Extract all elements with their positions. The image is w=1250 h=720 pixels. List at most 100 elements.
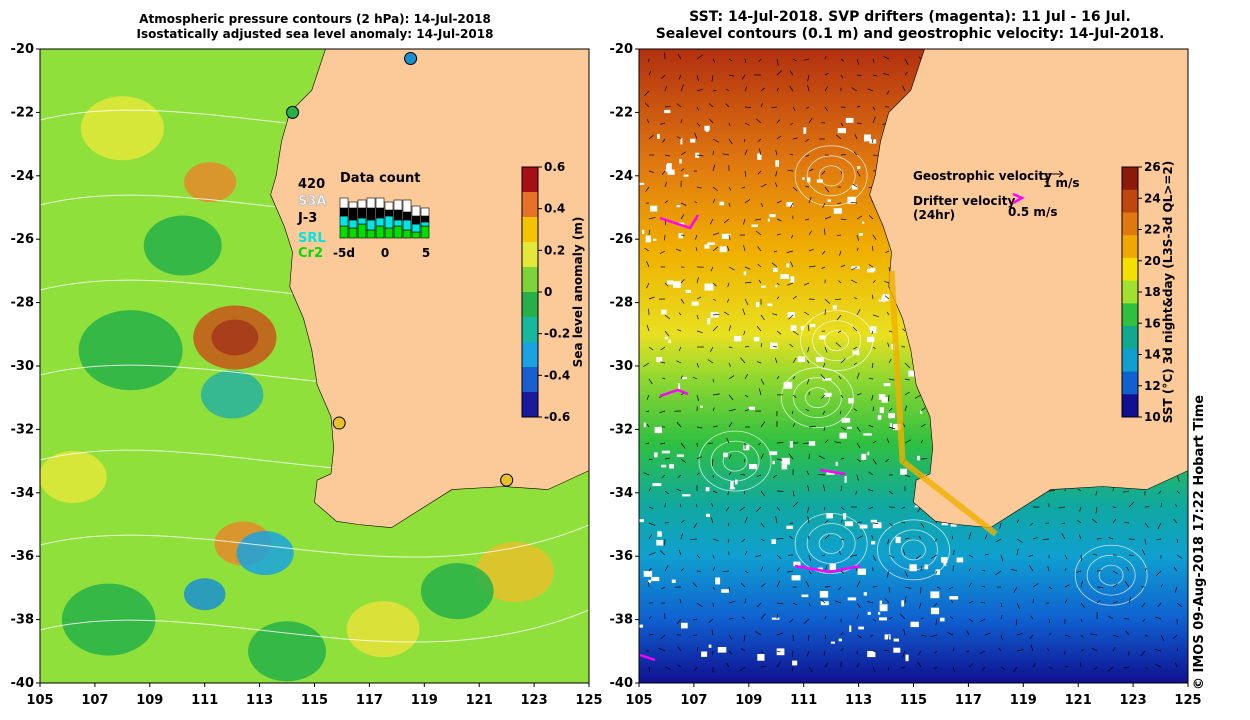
sla-anomaly-patch (78, 310, 183, 391)
cloud-mask-pixel (845, 117, 854, 123)
geostrophic-velocity-arrow (1160, 634, 1165, 641)
geostrophic-velocity-arrow (840, 485, 843, 492)
geostrophic-velocity-arrow (743, 330, 746, 336)
geostrophic-velocity-arrow (758, 148, 762, 156)
geostrophic-velocity-arrow (949, 616, 954, 620)
geostrophic-velocity-arrow (648, 216, 656, 220)
cloud-mask-pixel (671, 579, 676, 583)
geostrophic-velocity-arrow (776, 119, 781, 124)
sealevel-contour (793, 377, 842, 419)
cloud-mask-pixel (800, 325, 804, 331)
cloud-mask-pixel (879, 600, 883, 604)
geostrophic-velocity-arrow (744, 409, 750, 412)
geostrophic-velocity-arrow (1107, 666, 1114, 672)
geostrophic-velocity-arrow (834, 441, 842, 444)
geostrophic-velocity-arrow (930, 554, 938, 559)
geostrophic-velocity-arrow (820, 598, 826, 604)
geostrophic-velocity-arrow (644, 102, 650, 108)
geostrophic-velocity-arrow (852, 183, 858, 188)
geostrophic-velocity-arrow (850, 279, 858, 284)
geostrophic-velocity-arrow (856, 393, 862, 396)
geostrophic-velocity-arrow (696, 456, 702, 460)
sst-lon-label: 111 (790, 693, 817, 708)
geostrophic-velocity-arrow (871, 535, 874, 540)
cloud-mask-pixel (654, 426, 663, 434)
cloud-mask-pixel (940, 617, 945, 622)
geostrophic-velocity-arrow (823, 506, 826, 511)
geostrophic-velocity-arrow (840, 122, 844, 127)
geostrophic-velocity-arrow (680, 214, 685, 220)
geostrophic-velocity-arrow (792, 602, 797, 606)
geostrophic-velocity-arrow (744, 138, 746, 143)
geostrophic-velocity-arrow (856, 215, 863, 220)
pressure-contour (40, 609, 589, 643)
geostrophic-velocity-arrow (1016, 649, 1024, 652)
geostrophic-velocity-arrow (786, 250, 794, 253)
geostrophic-velocity-arrow (1175, 504, 1178, 508)
geostrophic-velocity-arrow (872, 106, 876, 111)
cloud-mask-pixel (743, 445, 750, 451)
data-count-bar (384, 227, 394, 239)
geostrophic-velocity-arrow (1016, 538, 1023, 543)
geostrophic-velocity-arrow (805, 408, 810, 412)
geostrophic-velocity-arrow (818, 455, 826, 460)
geostrophic-velocity-arrow (888, 378, 895, 381)
geostrophic-velocity-arrow (696, 426, 703, 429)
geostrophic-velocity-arrow (679, 598, 682, 604)
geostrophic-velocity-arrow (1154, 663, 1162, 668)
data-count-bar (357, 207, 367, 219)
geostrophic-velocity-arrow (711, 74, 714, 82)
australia-landmass (270, 49, 589, 529)
cloud-mask-pixel (879, 604, 888, 612)
geostrophic-velocity-arrow (726, 437, 730, 444)
geostrophic-velocity-arrow (1000, 602, 1003, 607)
cloud-mask-pixel (753, 336, 760, 342)
geostrophic-velocity-arrow (727, 490, 730, 496)
geostrophic-velocity-arrow (918, 602, 922, 609)
sla-anomaly-patch (61, 583, 156, 656)
geostrophic-velocity-arrow (776, 200, 782, 204)
satellite-label-cr2: Cr2 (298, 246, 323, 261)
geostrophic-velocity-arrow (837, 202, 842, 204)
sla-lon-label: 109 (136, 693, 163, 708)
data-count-bar (375, 197, 385, 209)
geostrophic-velocity-arrow (805, 106, 810, 109)
geostrophic-velocity-arrow (788, 453, 794, 460)
geostrophic-velocity-arrow (1061, 533, 1066, 540)
data-count-bar (384, 209, 394, 217)
geostrophic-velocity-arrow (840, 538, 845, 541)
cloud-mask-pixel (678, 383, 681, 390)
geostrophic-velocity-arrow (1157, 522, 1162, 530)
sla-colorbar-label: -0.2 (544, 327, 570, 341)
geostrophic-velocity-arrow (872, 618, 877, 622)
cloud-mask-pixel (733, 336, 742, 342)
geostrophic-velocity-arrow (856, 122, 862, 124)
geostrophic-velocity-arrow (868, 471, 874, 476)
geostrophic-velocity-arrow (646, 324, 650, 332)
geostrophic-velocity-arrow (760, 453, 764, 460)
sealevel-contour (824, 330, 850, 352)
geostrophic-velocity-arrow (711, 629, 714, 636)
geostrophic-velocity-arrow (1092, 553, 1098, 556)
geostrophic-velocity-arrow (808, 570, 812, 575)
cloud-mask-pixel (770, 342, 778, 349)
geostrophic-velocity-arrow (776, 218, 782, 222)
sla-colorbar-segment (522, 217, 538, 243)
geostrophic-velocity-arrow (838, 586, 842, 591)
geostrophic-velocity-arrow (707, 359, 714, 364)
geostrophic-velocity-arrow (1058, 506, 1066, 509)
geostrophic-velocity-arrow (1096, 538, 1102, 540)
cloud-mask-pixel (895, 536, 901, 544)
geostrophic-velocity-arrow (712, 538, 719, 542)
data-count-bar (393, 225, 403, 239)
geostrophic-velocity-arrow (872, 666, 876, 673)
geostrophic-velocity-arrow (680, 375, 683, 380)
sealevel-contour (1086, 554, 1136, 596)
geostrophic-velocity-arrow (664, 234, 666, 241)
geostrophic-velocity-arrow (1064, 599, 1068, 604)
geostrophic-velocity-arrow (1140, 650, 1146, 656)
geostrophic-velocity-arrow (776, 296, 780, 300)
cloud-mask-pixel (893, 647, 901, 653)
sealevel-contour (806, 155, 856, 197)
geostrophic-velocity-arrow (1030, 644, 1034, 652)
